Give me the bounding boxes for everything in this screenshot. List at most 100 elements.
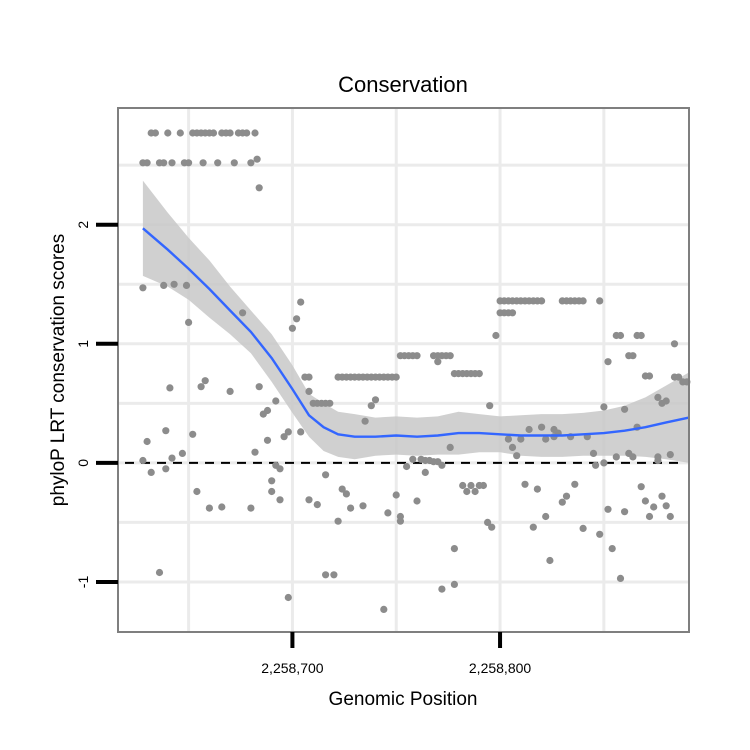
data-point [600,403,608,411]
data-point [143,437,151,446]
data-point [205,504,213,512]
data-point [596,297,604,305]
data-point [272,397,280,405]
data-point [542,512,550,521]
data-point [621,405,629,413]
data-point [347,504,355,512]
grid [118,108,689,632]
data-point [139,284,147,292]
data-point [434,358,442,366]
data-point [579,524,587,533]
data-point [322,471,330,479]
x-tick-label: 2,258,800 [469,660,531,676]
data-point [589,449,598,457]
data-point [637,331,645,340]
data-point [253,155,261,163]
data-points [139,129,691,614]
data-point [263,436,272,444]
data-point [176,129,184,137]
data-point [658,492,666,500]
data-point [484,518,492,527]
data-point [396,517,404,525]
data-point [361,417,369,425]
data-point [162,427,170,435]
data-point [268,477,276,485]
data-point [367,402,375,410]
data-point [413,497,421,505]
data-point [251,448,259,456]
x-tick-label: 2,258,700 [261,660,323,676]
data-point [612,453,620,461]
data-point [621,508,629,516]
y-tick-label: 1 [75,340,91,348]
data-point [479,481,487,490]
data-point [255,184,263,192]
data-point [313,501,321,509]
y-tick-label: 0 [75,459,91,467]
data-point [297,298,305,306]
data-point [486,402,494,410]
data-point [521,480,529,488]
data-point [616,331,625,340]
data-point [616,574,625,583]
data-point [293,315,301,323]
data-point [409,455,417,463]
data-point [392,491,400,499]
data-point [533,485,542,493]
data-point [525,425,533,434]
data-point [421,468,429,476]
data-point [463,487,471,496]
data-point [322,571,330,579]
data-point [604,358,612,366]
data-point [342,490,350,498]
data-point [166,384,174,392]
data-point [143,159,151,167]
data-point [162,465,170,473]
smooth-line [142,227,690,438]
data-point [226,129,234,137]
data-point [182,281,191,289]
data-point [197,383,205,391]
data-point [168,159,176,167]
data-point [139,456,147,465]
data-point [670,340,679,348]
data-point [467,481,475,490]
data-point [579,297,587,305]
data-point [305,387,313,395]
data-point [459,481,467,490]
data-point [214,159,222,167]
data-point [450,545,458,553]
data-point [650,503,658,511]
data-point [538,423,546,431]
x-axis-title: Genomic Position [329,689,478,710]
data-point [604,505,612,513]
data-point [446,352,454,360]
data-point [504,435,512,443]
data-point [201,377,209,385]
data-point [230,159,238,167]
data-point [255,383,263,391]
data-point [645,372,654,380]
data-point [334,517,342,525]
confidence-band [142,180,689,463]
data-point [571,480,579,488]
data-point [268,487,276,496]
data-point [637,483,645,491]
data-point [359,502,367,510]
data-point [666,512,674,521]
data-point [662,397,670,405]
data-point [297,428,305,436]
data-point [608,545,616,553]
data-point [371,396,380,404]
data-point [666,451,674,459]
data-point [193,487,201,496]
data-point [538,297,546,305]
data-point [517,435,525,443]
data-point [596,530,604,538]
y-axis-title: phyloP LRT conservation scores [48,234,69,507]
data-point [199,159,207,167]
data-point [178,449,186,457]
data-point [654,453,662,461]
data-point [413,352,421,360]
